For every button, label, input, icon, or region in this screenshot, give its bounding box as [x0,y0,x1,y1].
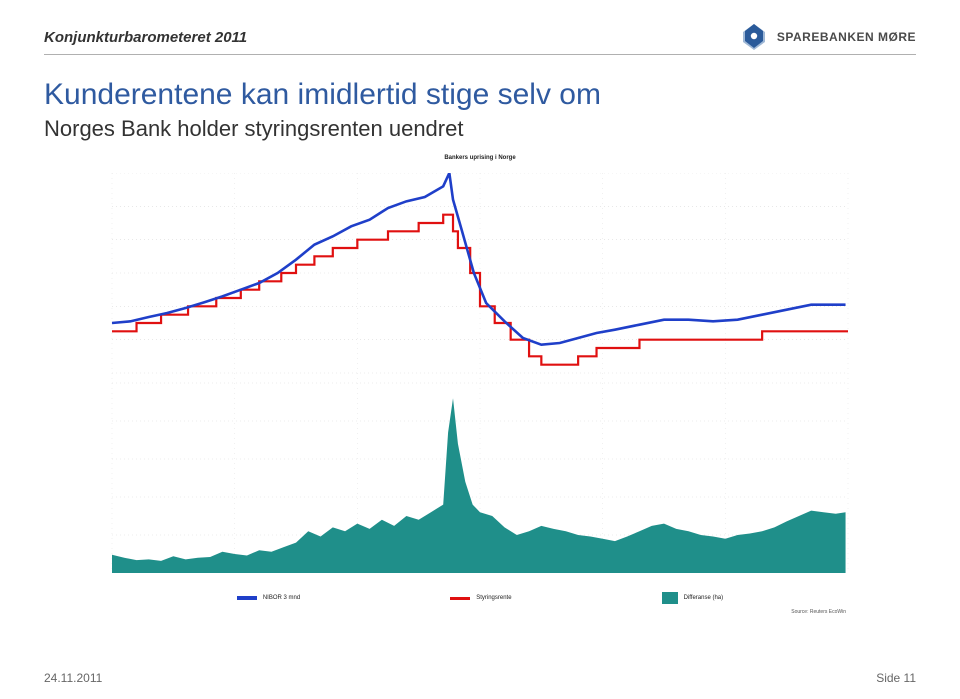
legend-spread: Differanse (ha) [662,583,724,613]
footer-date: 24.11.2011 [44,671,102,685]
legend-label: Differanse (ha) [684,595,724,601]
header-sub: Konjunkturbarometeret 2011 [44,29,247,46]
chart-source: Source: Reuters EcoWin [791,609,846,615]
brand-logo: SPAREBANKEN MØRE [737,22,916,52]
swatch-icon [662,592,678,604]
legend-nibor: NIBOR 3 mnd [237,583,300,613]
header-rule [44,54,916,55]
legend-label: Styringsrente [476,595,511,601]
legend-policy: Styringsrente [450,583,511,613]
chart-plot [110,173,850,573]
chart: Bankers uprising i Norge NIBOR 3 mnd Sty… [110,155,850,615]
swatch-icon [237,596,257,600]
chart-legend: NIBOR 3 mnd Styringsrente Differanse (ha… [110,583,850,613]
logo-icon [737,22,771,52]
logo-text: SPAREBANKEN MØRE [777,30,916,44]
page-subtitle: Norges Bank holder styringsrenten uendre… [44,116,463,142]
swatch-icon [450,597,470,600]
page-title: Kunderentene kan imidlertid stige selv o… [44,78,601,112]
legend-label: NIBOR 3 mnd [263,595,300,601]
chart-title: Bankers uprising i Norge [110,155,850,161]
footer-page: Side 11 [876,671,916,685]
